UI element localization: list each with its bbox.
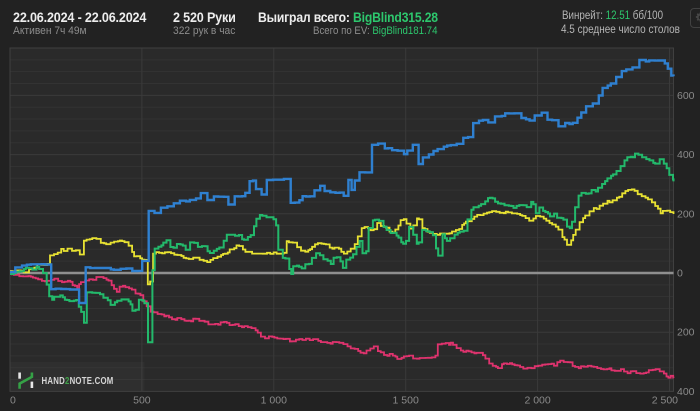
svg-text:200: 200 [677, 327, 695, 339]
svg-text:1 500: 1 500 [393, 395, 419, 407]
svg-text:200: 200 [677, 208, 695, 220]
svg-text:600: 600 [677, 90, 695, 102]
svg-text:400: 400 [677, 386, 695, 398]
svg-text:1 000: 1 000 [261, 395, 287, 407]
svg-text:400: 400 [677, 149, 695, 161]
svg-text:2 500: 2 500 [652, 395, 678, 407]
svg-text:0: 0 [10, 395, 16, 407]
svg-text:HAND2NOTE.COM: HAND2NOTE.COM [42, 376, 114, 387]
svg-text:2 000: 2 000 [524, 395, 550, 407]
svg-text:0: 0 [677, 267, 683, 279]
svg-text:500: 500 [133, 395, 151, 407]
